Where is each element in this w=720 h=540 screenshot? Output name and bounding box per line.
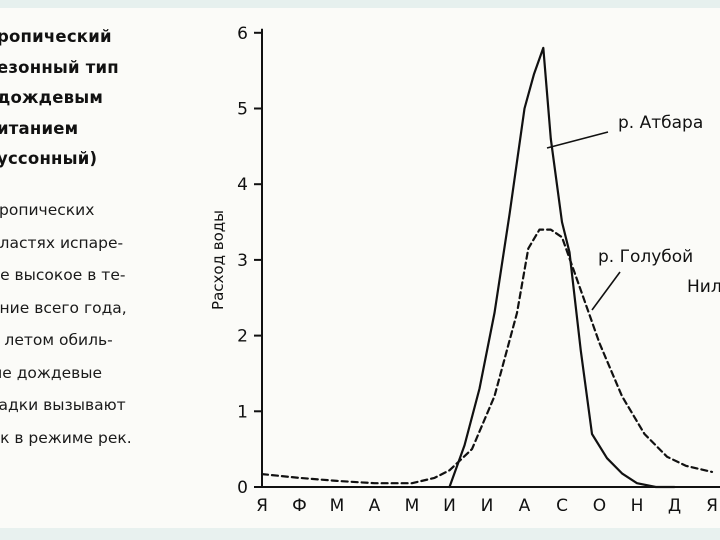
y-axis-label: Расход воды xyxy=(209,210,227,310)
label-leader-line xyxy=(546,131,609,149)
river-discharge-chart: 0 1 2 3 4 5 6 Я Ф М А М И И А С О Н Д Яр. Атбара р. Голубой Н… xyxy=(237,24,720,516)
bottom-border-band xyxy=(0,528,720,540)
x-tick-label: И xyxy=(481,496,494,516)
section-body-text: тропических бластях испаре- ие высокое в… xyxy=(0,201,132,447)
y-tick-label: 4 xyxy=(237,175,248,195)
top-border-band xyxy=(0,0,720,8)
y-tick-label: 1 xyxy=(237,402,248,422)
series-annotation-label: р. Атбара xyxy=(618,113,703,133)
x-tick-label: А xyxy=(519,496,531,516)
y-tick-label: 6 xyxy=(237,24,248,44)
x-tick-label: А xyxy=(369,496,381,516)
y-axis-label-container: Расход воды xyxy=(209,210,227,310)
y-tick-label: 5 xyxy=(237,100,248,120)
label-leader-line xyxy=(591,271,621,311)
series-annotation-label: Нил xyxy=(687,277,720,297)
x-tick-label: С xyxy=(556,496,568,516)
x-tick-label: М xyxy=(405,496,420,516)
series-line-blue-nile xyxy=(260,228,714,485)
y-tick-label: 0 xyxy=(237,478,248,498)
y-tick-label: 3 xyxy=(237,251,248,271)
x-tick-label: О xyxy=(593,496,606,516)
series-line-atbara xyxy=(448,46,676,489)
x-tick-label: М xyxy=(330,496,345,516)
x-tick-label: И xyxy=(443,496,456,516)
x-tick-label: Д xyxy=(668,496,681,516)
x-tick-label: Ф xyxy=(292,496,307,516)
x-tick-label: Я xyxy=(256,496,268,516)
x-tick-label: Н xyxy=(631,496,644,516)
series-annotation-label: р. Голубой xyxy=(598,247,693,267)
y-tick-label: 2 xyxy=(237,327,248,347)
x-tick-label: Я xyxy=(706,496,718,516)
section-heading: ропический езонный тип дождевым итанием … xyxy=(0,27,119,168)
